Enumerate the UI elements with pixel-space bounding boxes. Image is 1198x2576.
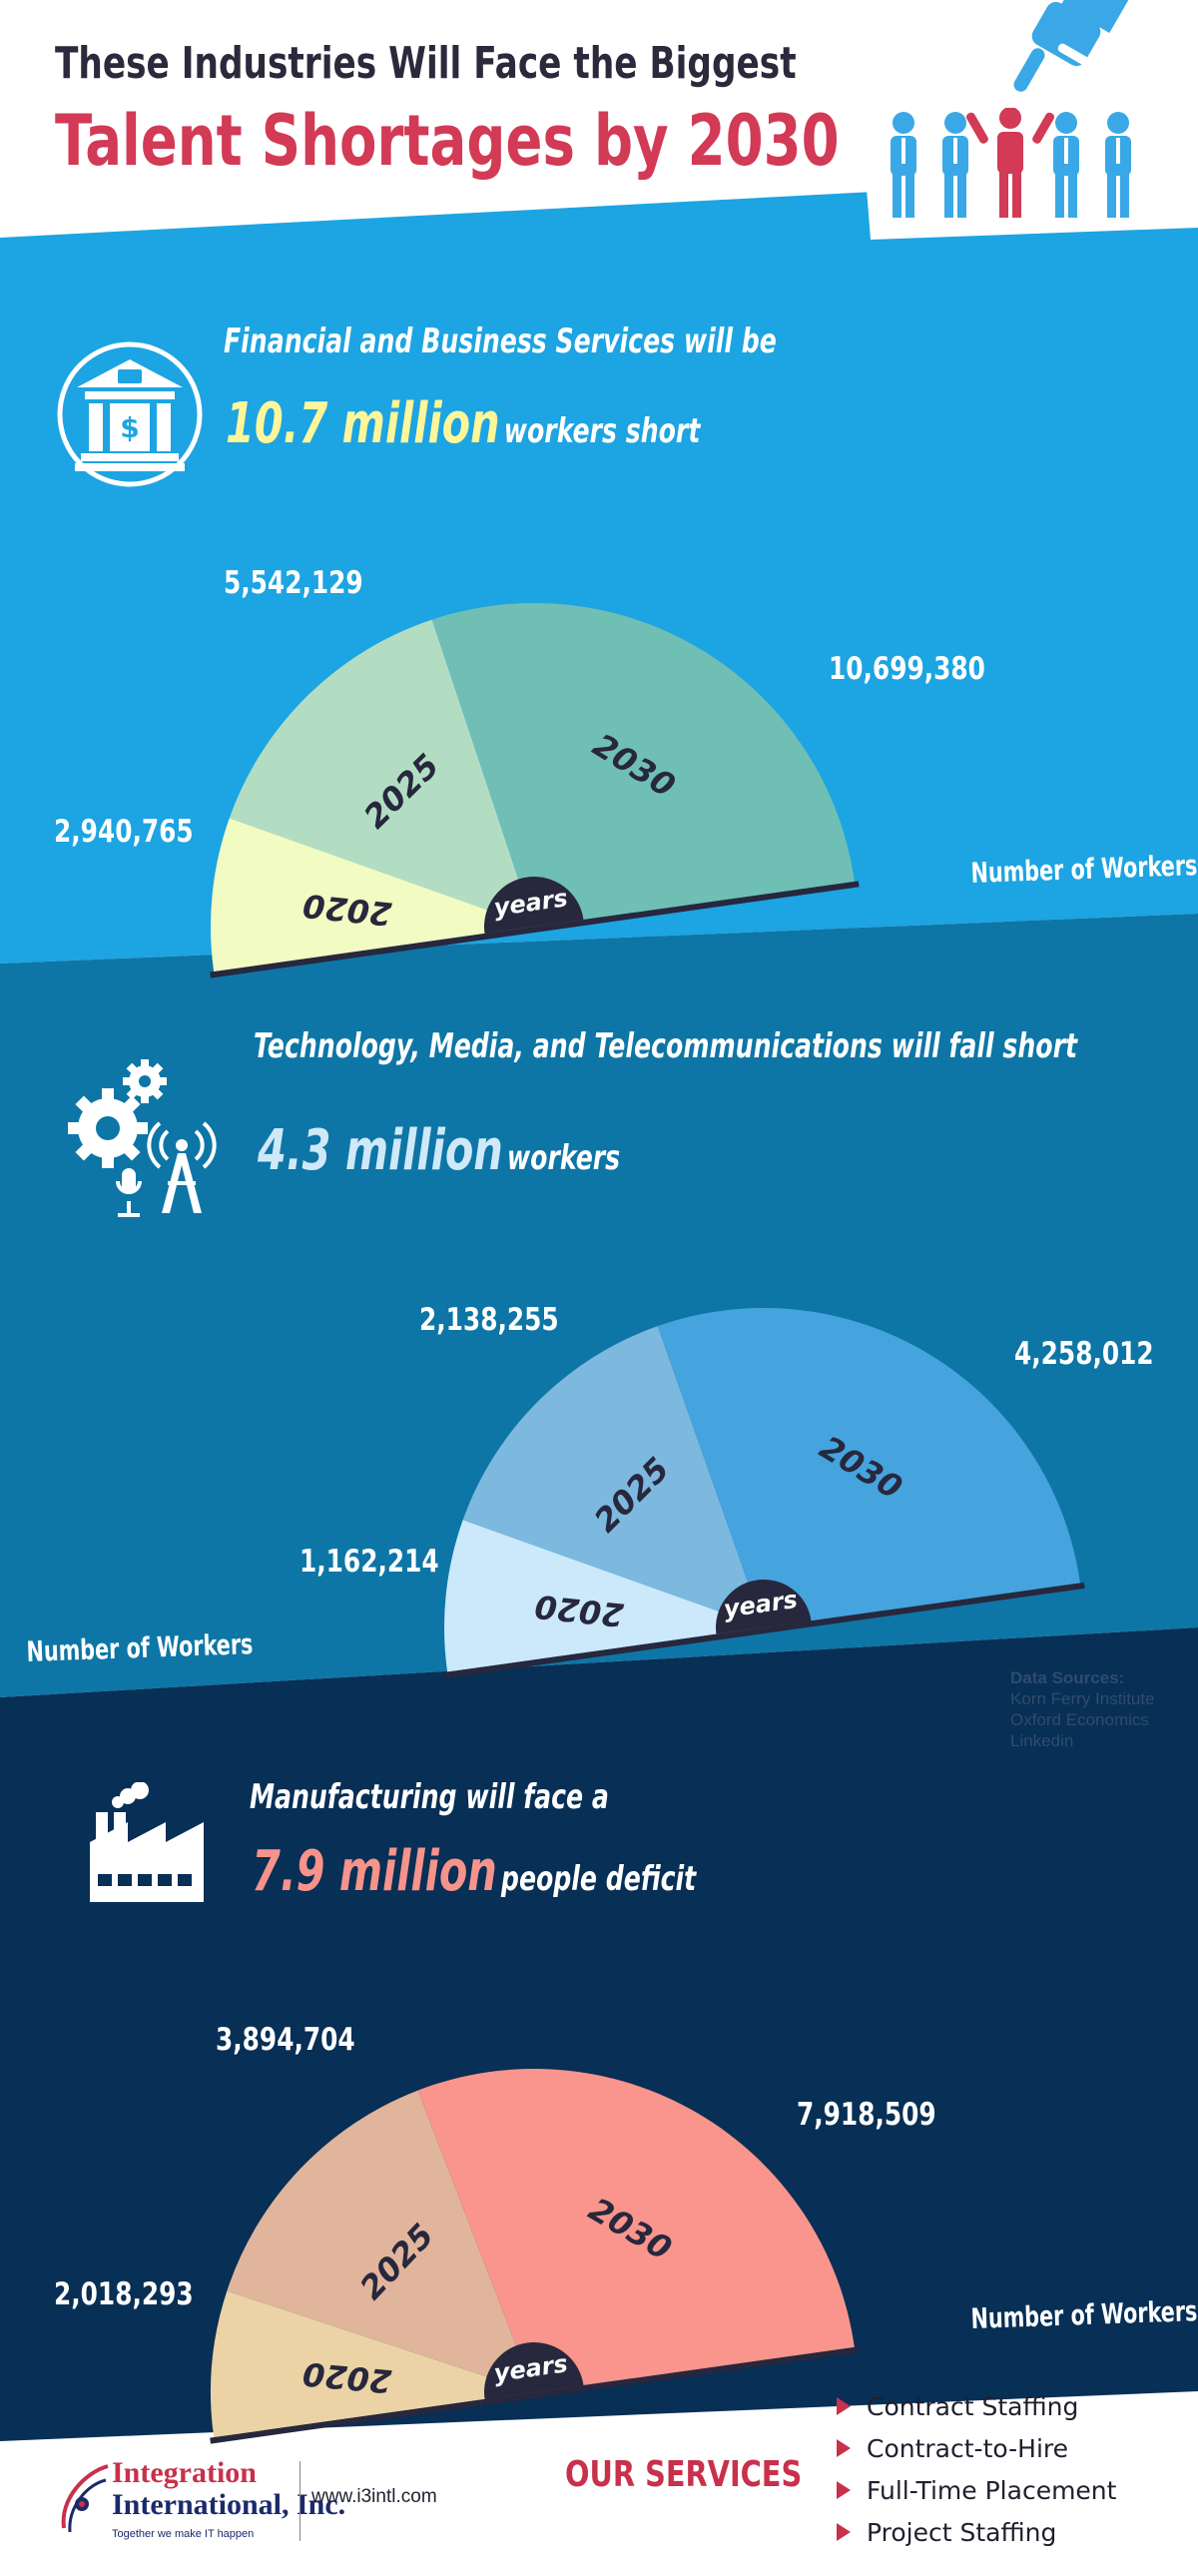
service-label: Project Staffing [867,2518,1057,2547]
finance-value-2030: 10,699,380 [829,651,985,687]
finance-headline-second-line: 10.7 million workers short [226,391,700,456]
manufacturing-value-2030: 7,918,509 [797,2097,936,2133]
tech-slice-2025 [462,1326,764,1627]
arrow-icon [837,2439,851,2457]
manufacturing-headline-post: people deficit [500,1859,697,1899]
factory-icon [90,1782,204,1902]
tech-slice-2030 [657,1308,1080,1627]
services-title: OUR SERVICES [565,2454,803,2495]
tech-value-2025: 2,138,255 [419,1302,559,1338]
tech-headline-value: 4.3 million [258,1118,503,1183]
manufacturing-slice-2030 [417,2069,855,2392]
data-source-item: Korn Ferry Institute [1010,1689,1155,1708]
tech-headline-second-line: 4.3 million workers [258,1118,620,1183]
data-source-item: Linkedin [1010,1731,1074,1750]
company-name-line-2: International, Inc. [112,2488,346,2521]
tech-headline-pre: Technology, Media, and Telecommunication… [254,1026,1078,1066]
tech-slice-2020 [444,1520,764,1672]
company-tagline: Together we make IT happen [112,2528,255,2540]
service-item: Project Staffing [837,2518,1056,2547]
bank-icon: $ [57,341,203,487]
title-line-2: Talent Shortages by 2030 [55,100,840,182]
manufacturing-hub [484,2342,584,2399]
manufacturing-slice-2025 [227,2090,534,2392]
manufacturing-headline-pre: Manufacturing will face a [250,1777,609,1817]
title-line-1: These Industries Will Face the Biggest [55,38,797,89]
manufacturing-year-label-2020: 2020 [301,2354,393,2400]
tech-baseline [443,1582,1085,1679]
service-item: Contract-to-Hire [837,2434,1068,2463]
gears-antenna-mic-icon [68,1059,217,1217]
tech-value-2030: 4,258,012 [1014,1336,1154,1372]
tech-year-label-2020: 2020 [533,1588,625,1634]
finance-year-label-2020: 2020 [301,887,393,934]
company-name-line-1: Integration [112,2456,257,2489]
finance-value-2025: 5,542,129 [224,565,363,601]
service-label: Contract Staffing [867,2392,1079,2421]
finance-headline-post: workers short [503,411,701,451]
service-label: Full-Time Placement [867,2476,1117,2505]
finance-headline-pre: Financial and Business Services will be [224,322,777,361]
company-logo-icon [61,2464,109,2533]
finance-slice-2030 [431,603,855,927]
data-sources: Data Sources: Korn Ferry Institute Oxfor… [1010,1667,1155,1751]
manufacturing-headline-second-line: 7.9 million people deficit [252,1839,696,1904]
people-group-icon [891,108,1131,218]
tech-value-2020: 1,162,214 [300,1544,439,1580]
manufacturing-slice-2020 [211,2290,534,2438]
pointing-hand-icon [1013,0,1131,92]
manufacturing-value-2020: 2,018,293 [54,2276,194,2312]
data-source-item: Oxford Economics [1010,1710,1149,1729]
finance-headline-value: 10.7 million [226,391,500,456]
tech-hub [716,1580,812,1634]
data-sources-heading: Data Sources: [1010,1668,1125,1687]
finance-hub [484,877,584,934]
arrow-icon [837,2397,851,2415]
tech-headline-post: workers [506,1138,621,1178]
finance-value-2020: 2,940,765 [54,814,194,850]
service-item: Full-Time Placement [837,2476,1116,2505]
arrow-icon [837,2481,851,2499]
finance-baseline [210,881,860,978]
service-label: Contract-to-Hire [867,2434,1069,2463]
manufacturing-headline-value: 7.9 million [252,1839,497,1904]
company-url-link[interactable]: www.i3intl.com [311,2486,437,2507]
finance-slice-2020 [211,818,534,972]
manufacturing-value-2025: 3,894,704 [216,2022,355,2058]
manufacturing-baseline [210,2346,860,2444]
arrow-icon [837,2523,851,2541]
finance-slice-2025 [229,619,534,927]
svg-text:$: $ [120,411,139,444]
service-item: Contract Staffing [837,2392,1078,2421]
